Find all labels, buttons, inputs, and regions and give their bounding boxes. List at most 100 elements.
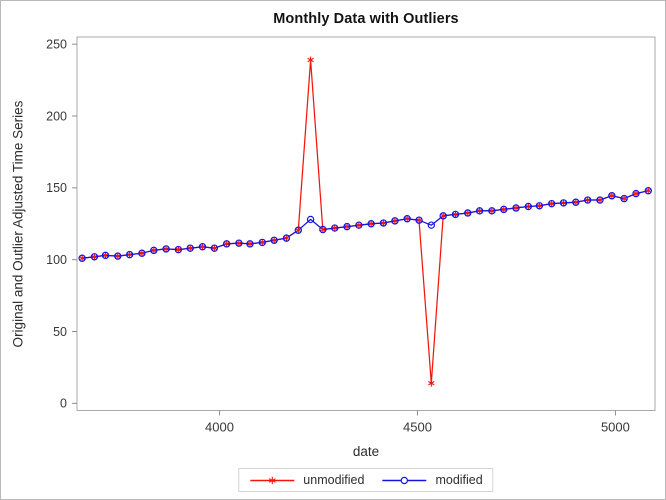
legend-circle-icon	[400, 476, 409, 484]
legend-asterisk-icon	[268, 476, 276, 484]
marker-circle-modified	[644, 187, 652, 195]
marker-asterisk-unmodified	[500, 205, 507, 213]
marker-circle-modified	[331, 224, 339, 232]
marker-circle-modified	[150, 246, 158, 255]
marker-asterisk-unmodified	[343, 223, 351, 231]
marker-circle-modified	[632, 189, 640, 198]
plot-frame	[76, 36, 656, 411]
marker-circle-modified	[319, 225, 327, 234]
marker-asterisk-unmodified	[211, 244, 218, 252]
marker-asterisk-unmodified	[512, 204, 520, 212]
y-tick-label: 100	[46, 253, 67, 267]
marker-circle-modified	[379, 219, 388, 227]
marker-circle-modified	[343, 222, 351, 231]
marker-circle-modified	[125, 250, 134, 259]
marker-asterisk-unmodified	[380, 219, 387, 227]
series-line-modified	[82, 190, 649, 259]
marker-asterisk-unmodified	[319, 226, 327, 233]
marker-circle-modified	[439, 212, 447, 220]
marker-asterisk-unmodified	[391, 217, 399, 225]
marker-circle-modified	[90, 253, 99, 261]
marker-asterisk-unmodified	[525, 203, 532, 210]
marker-circle-modified	[547, 199, 556, 208]
marker-asterisk-unmodified	[476, 207, 483, 215]
marker-asterisk-unmodified	[620, 195, 628, 203]
marker-circle-modified	[258, 238, 266, 247]
marker-circle-modified	[198, 243, 207, 251]
marker-circle-modified	[246, 240, 254, 248]
marker-circle-modified	[500, 205, 508, 214]
marker-circle-modified	[403, 215, 411, 223]
legend-line-asterisk-icon	[250, 476, 295, 484]
marker-asterisk-unmodified	[187, 244, 194, 252]
marker-asterisk-unmodified	[488, 207, 496, 215]
marker-asterisk-unmodified	[223, 240, 230, 248]
marker-asterisk-unmodified	[632, 190, 640, 197]
marker-asterisk-unmodified	[126, 251, 133, 259]
marker-circle-modified	[186, 244, 194, 252]
marker-asterisk-unmodified	[331, 224, 338, 232]
marker-circle-modified	[210, 244, 219, 252]
marker-asterisk-unmodified	[162, 245, 170, 253]
y-tick-label: 50	[53, 325, 67, 339]
marker-asterisk-unmodified	[175, 246, 182, 254]
marker-asterisk-unmodified	[645, 187, 652, 195]
marker-circle-modified	[101, 251, 110, 260]
marker-circle-modified	[282, 234, 291, 242]
x-tick-label: 5000	[601, 420, 630, 435]
marker-asterisk-unmodified	[270, 236, 278, 244]
marker-asterisk-unmodified	[403, 215, 411, 223]
marker-asterisk-unmodified	[452, 211, 459, 218]
marker-circle-modified	[391, 217, 399, 225]
marker-circle-modified	[608, 192, 616, 200]
marker-circle-modified	[415, 216, 423, 224]
marker-circle-modified	[524, 202, 533, 211]
marker-asterisk-unmodified	[114, 252, 121, 260]
y-tick-label: 150	[46, 181, 67, 195]
marker-asterisk-unmodified	[596, 196, 604, 204]
marker-asterisk-unmodified	[355, 221, 363, 229]
marker-circle-modified	[306, 215, 315, 224]
marker-asterisk-unmodified	[428, 379, 435, 387]
marker-circle-modified	[355, 221, 363, 229]
y-tick-label: 0	[60, 397, 67, 411]
x-tick-label: 4000	[205, 420, 234, 435]
marker-circle-modified	[78, 254, 86, 262]
marker-asterisk-unmodified	[150, 246, 158, 254]
legend-line-circle-icon	[382, 476, 427, 484]
marker-asterisk-unmodified	[307, 56, 314, 64]
marker-asterisk-unmodified	[367, 220, 375, 228]
marker-asterisk-unmodified	[235, 239, 243, 247]
marker-circle-modified	[294, 226, 303, 234]
x-tick-label: 4500	[403, 420, 432, 435]
marker-circle-modified	[535, 202, 544, 210]
marker-circle-modified	[367, 220, 375, 228]
marker-asterisk-unmodified	[464, 209, 471, 217]
legend: unmodified modified	[238, 468, 494, 492]
marker-asterisk-unmodified	[283, 234, 290, 242]
legend-entry-modified: modified	[381, 473, 483, 487]
marker-circle-modified	[451, 210, 460, 219]
marker-asterisk-unmodified	[259, 239, 266, 246]
marker-circle-modified	[162, 245, 170, 253]
marker-circle-modified	[512, 204, 520, 212]
marker-asterisk-unmodified	[560, 199, 567, 207]
marker-asterisk-unmodified	[102, 251, 109, 259]
marker-asterisk-unmodified	[415, 216, 423, 224]
marker-circle-modified	[270, 236, 278, 244]
marker-asterisk-unmodified	[199, 243, 206, 251]
marker-circle-modified	[138, 249, 146, 257]
marker-asterisk-unmodified	[608, 192, 616, 200]
marker-circle-modified	[427, 221, 436, 229]
chart-title: Monthly Data with Outliers	[273, 11, 459, 27]
legend-label-unmodified: unmodified	[303, 473, 365, 487]
marker-circle-modified	[235, 239, 243, 247]
marker-asterisk-unmodified	[91, 253, 98, 261]
marker-circle-modified	[572, 198, 580, 206]
marker-asterisk-unmodified	[138, 249, 146, 257]
marker-asterisk-unmodified	[246, 240, 254, 248]
marker-asterisk-unmodified	[584, 196, 591, 204]
marker-circle-modified	[464, 209, 472, 217]
